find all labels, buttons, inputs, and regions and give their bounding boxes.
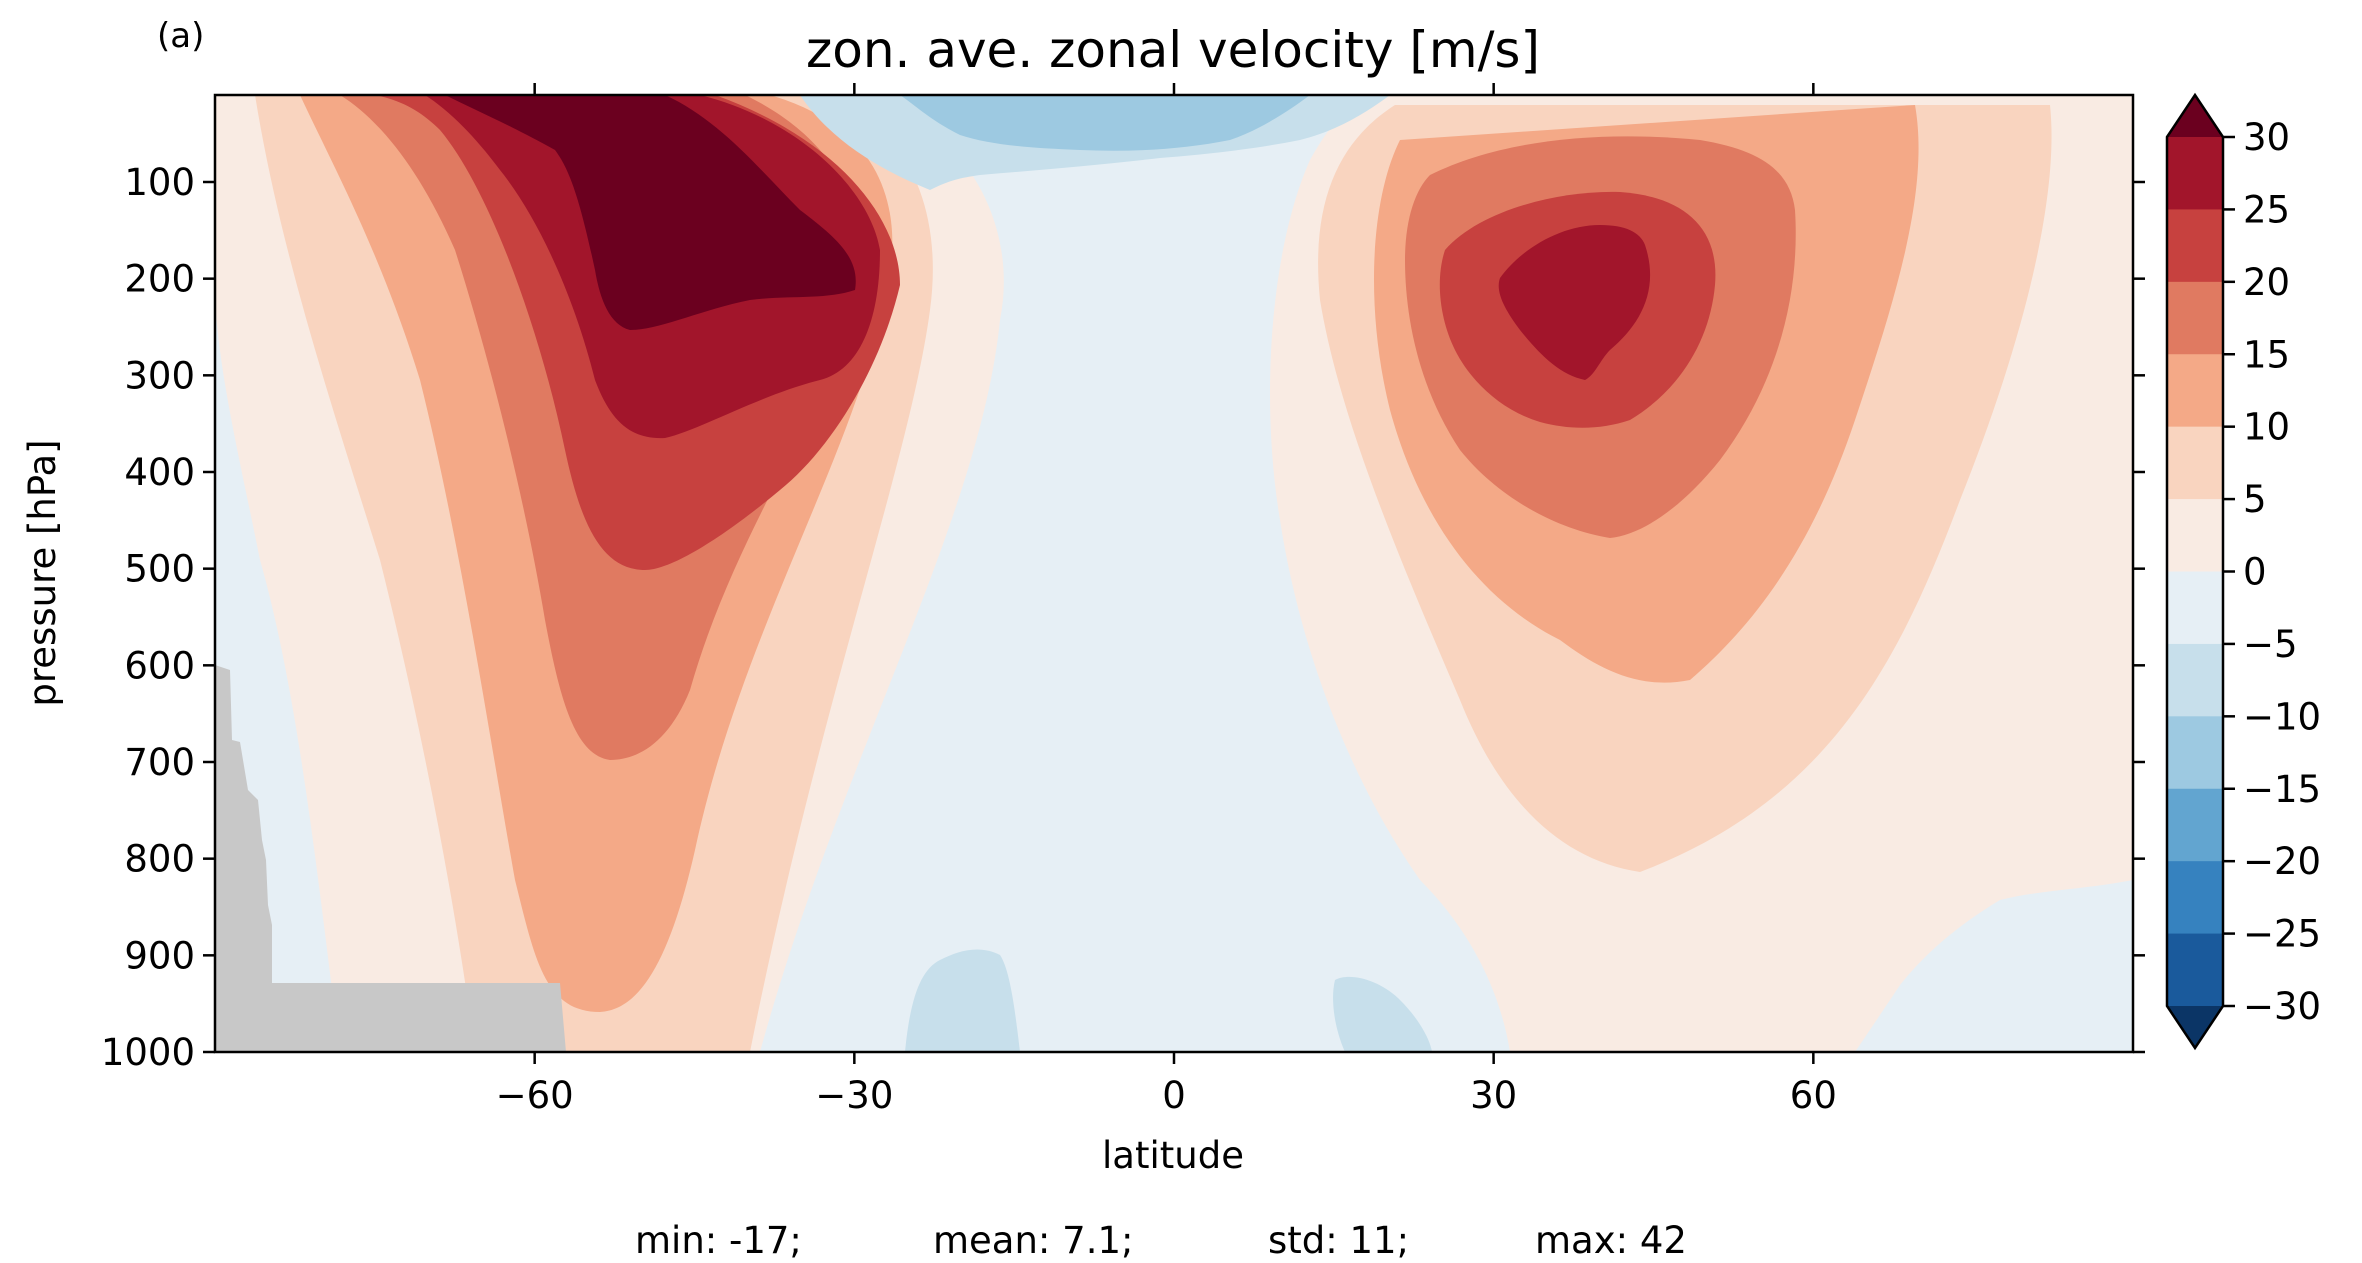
sfc-easterly-arctic xyxy=(1855,880,2133,1052)
x-axis-label: latitude xyxy=(1102,1134,1244,1177)
stat-min: min: -17; xyxy=(635,1219,802,1262)
y-tick-label: 900 xyxy=(124,934,195,977)
y-axis-label: pressure [hPa] xyxy=(21,439,64,706)
colorbar-tick-label: 5 xyxy=(2243,478,2267,521)
stat-std: std: 11; xyxy=(1268,1219,1409,1262)
colorbar-band xyxy=(2167,716,2223,790)
colorbar: 30 25 20 15 10 5 0 −5 −10 −15 −20 −25 −30 xyxy=(2165,92,2321,1051)
colorbar-tick-label: 20 xyxy=(2243,261,2290,304)
colorbar-band xyxy=(2167,137,2223,211)
colorbar-band xyxy=(2167,861,2223,935)
y-tick-label: 1000 xyxy=(101,1031,195,1074)
colorbar-tick-label: 15 xyxy=(2243,333,2290,376)
colorbar-band xyxy=(2167,209,2223,283)
contour-field xyxy=(215,95,2133,1052)
colorbar-band xyxy=(2167,933,2223,1007)
colorbar-tick-label: −25 xyxy=(2243,913,2321,956)
x-axis-ticks: −60 −30 0 30 60 xyxy=(496,83,1837,1117)
colorbar-tick-label: −30 xyxy=(2243,985,2321,1028)
colorbar-tick-label: 0 xyxy=(2243,551,2267,594)
colorbar-extend-max xyxy=(2167,95,2223,137)
stat-max: max: 42 xyxy=(1535,1219,1687,1262)
nh-band-25-30 xyxy=(1498,225,1651,380)
sh-band-gt30 xyxy=(445,95,856,330)
colorbar-tick-label: 30 xyxy=(2243,116,2290,159)
colorbar-tick-label: −10 xyxy=(2243,695,2321,738)
colorbar-band xyxy=(2167,499,2223,573)
y-tick-label: 200 xyxy=(124,258,195,301)
x-tick-label: −60 xyxy=(496,1074,574,1117)
colorbar-tick-label: 25 xyxy=(2243,188,2290,231)
colorbar-tick-label: −20 xyxy=(2243,840,2321,883)
x-tick-label: 0 xyxy=(1162,1074,1186,1117)
x-tick-label: −30 xyxy=(815,1074,893,1117)
sfc-easterly-sh xyxy=(905,949,1020,1052)
colorbar-tick-label: −15 xyxy=(2243,768,2321,811)
eq-band-neg15-neg10 xyxy=(900,95,1310,151)
colorbar-tick-label: 10 xyxy=(2243,406,2290,449)
stats-line: min: -17; mean: 7.1; std: 11; max: 42 xyxy=(635,1219,1687,1262)
sfc-easterly-nh xyxy=(1333,976,1432,1052)
topography-mask xyxy=(215,665,566,1052)
y-tick-label: 100 xyxy=(124,161,195,204)
colorbar-tick-label: −5 xyxy=(2243,623,2298,666)
colorbar-band xyxy=(2167,643,2223,717)
colorbar-band xyxy=(2167,281,2223,355)
panel-label: (a) xyxy=(157,16,204,56)
y-axis-ticks: 100 200 300 400 500 600 700 800 900 1000 xyxy=(101,161,2145,1074)
colorbar-band xyxy=(2167,354,2223,428)
x-tick-label: 60 xyxy=(1790,1074,1837,1117)
y-tick-label: 800 xyxy=(124,838,195,881)
x-tick-label: 30 xyxy=(1470,1074,1517,1117)
colorbar-band xyxy=(2167,426,2223,500)
colorbar-band xyxy=(2167,788,2223,862)
y-tick-label: 500 xyxy=(124,548,195,591)
y-tick-label: 700 xyxy=(124,741,195,784)
stat-mean: mean: 7.1; xyxy=(933,1219,1133,1262)
y-tick-label: 300 xyxy=(124,354,195,397)
colorbar-band xyxy=(2167,571,2223,645)
colorbar-extend-min xyxy=(2167,1006,2223,1048)
y-tick-label: 600 xyxy=(124,644,195,687)
y-tick-label: 400 xyxy=(124,451,195,494)
chart-title: zon. ave. zonal velocity [m/s] xyxy=(806,21,1540,79)
